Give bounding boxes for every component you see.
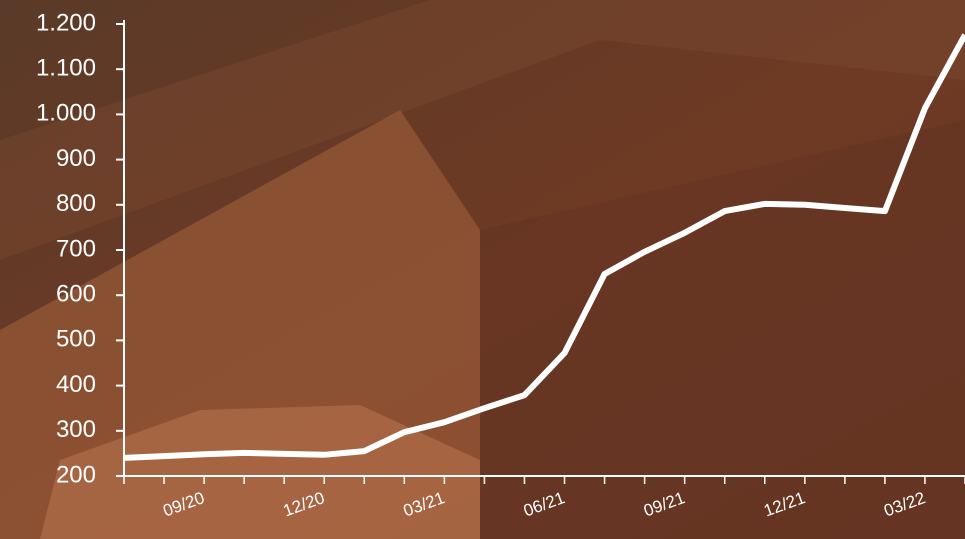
y-tick-label: 700 bbox=[56, 235, 96, 262]
y-tick-label: 200 bbox=[56, 461, 96, 488]
background-shape bbox=[0, 0, 965, 260]
background-shape bbox=[480, 120, 965, 539]
y-tick-label: 500 bbox=[56, 326, 96, 353]
y-tick-label: 1.000 bbox=[36, 100, 96, 127]
data-line bbox=[123, 33, 965, 461]
y-tick-label: 800 bbox=[56, 190, 96, 217]
y-tick-label: 900 bbox=[56, 145, 96, 172]
y-tick-label: 1.100 bbox=[36, 55, 96, 82]
y-tick-label: 400 bbox=[56, 371, 96, 398]
y-tick-label: 300 bbox=[56, 416, 96, 443]
y-tick-label: 600 bbox=[56, 281, 96, 308]
y-tick-label: 1.200 bbox=[36, 9, 96, 36]
background-shape bbox=[40, 405, 480, 539]
